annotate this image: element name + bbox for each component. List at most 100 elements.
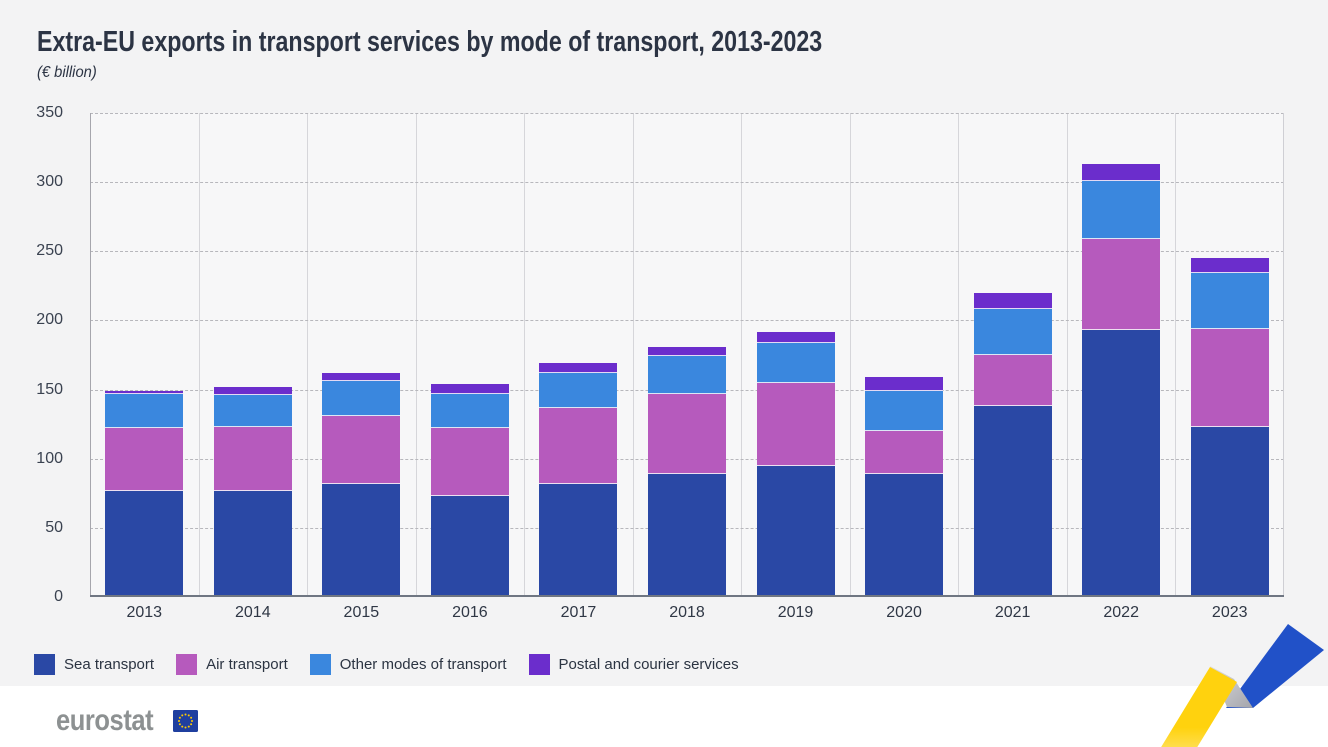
legend-item: Other modes of transport <box>309 654 507 675</box>
y-axis-labels: 0 50 100 150 200 250 300 350 <box>0 104 63 605</box>
eu-flag-star <box>184 713 187 716</box>
category-separator-line <box>524 113 526 597</box>
bar-segment <box>1190 273 1269 329</box>
eu-flag-star <box>191 720 193 722</box>
bar-2014 <box>213 113 292 597</box>
bar-segment <box>648 356 726 394</box>
bar-segment <box>756 465 835 597</box>
bar-segment <box>322 372 401 382</box>
bar-segment <box>1082 330 1161 597</box>
legend-swatch <box>34 654 55 675</box>
category-separator-line <box>849 113 851 597</box>
bar-2015 <box>322 113 401 597</box>
bar-segment <box>1082 238 1161 331</box>
legend-swatch <box>309 654 331 675</box>
eu-flag-star <box>181 714 184 717</box>
x-tick-label: 2018 <box>669 604 705 621</box>
category-separator-line <box>632 113 634 597</box>
category-separator-line <box>958 113 960 597</box>
eu-flag-field <box>173 710 198 732</box>
legend-label: Postal and courier services <box>558 656 739 673</box>
chart-title: Extra-EU exports in transport services b… <box>37 26 823 58</box>
x-tick-label: 2016 <box>452 604 488 621</box>
bar-segment <box>430 428 509 497</box>
y-tick-label: 50 <box>45 518 63 536</box>
y-tick-label: 100 <box>36 449 63 467</box>
bar-segment <box>973 309 1052 355</box>
bar-segment <box>430 496 509 597</box>
y-tick-label: 200 <box>36 311 63 329</box>
x-tick-label: 2022 <box>1103 604 1139 621</box>
footer-strip <box>0 686 1328 747</box>
category-separator-line <box>1175 113 1177 597</box>
category-separator-line <box>415 113 417 597</box>
bar-2023 <box>1190 113 1269 597</box>
gridline-350 <box>90 113 1284 114</box>
bar-segment <box>1082 180 1161 239</box>
y-tick-label: 350 <box>36 104 63 121</box>
bar-segment <box>539 373 618 408</box>
plot-right-border <box>1283 113 1284 597</box>
bar-segment <box>865 377 944 391</box>
bar-segment <box>539 363 618 373</box>
bar-segment <box>1190 258 1269 274</box>
x-tick-label: 2020 <box>886 604 922 621</box>
bar-segment <box>973 406 1052 597</box>
ribbon-blue-stripe <box>1226 624 1324 708</box>
bar-segment <box>648 346 726 357</box>
bar-segment <box>430 393 509 429</box>
legend: Sea transport Air transport Other modes of… <box>34 654 739 675</box>
category-separator-line <box>1066 113 1068 597</box>
bar-segment <box>105 390 184 394</box>
bar-segment <box>105 428 184 491</box>
bar-segment <box>1082 164 1161 181</box>
gridline-200 <box>90 320 1284 322</box>
legend-item: Sea transport <box>34 654 154 675</box>
x-axis-labels: 2013 2014 2015 2016 2017 2018 2019 2020 2021 2022… <box>90 604 1284 626</box>
category-separator-line <box>198 113 200 597</box>
bar-segment <box>1190 328 1269 427</box>
bar-2021 <box>973 113 1052 597</box>
eurostat-wordmark: eurostat <box>56 704 154 737</box>
legend-swatch <box>176 654 198 675</box>
bar-segment <box>539 407 618 484</box>
eu-flag-icon <box>173 710 198 732</box>
eu-flag-star <box>190 716 193 719</box>
eurostat-ribbon-graphic <box>1161 624 1324 747</box>
eu-flag-star <box>184 726 187 729</box>
legend-label: Air transport <box>206 656 288 673</box>
y-tick-label: 0 <box>54 588 63 605</box>
bar-segment <box>322 415 401 484</box>
bar-segment <box>213 386 292 396</box>
bar-2018 <box>648 113 726 597</box>
x-tick-label: 2015 <box>343 604 380 621</box>
y-axis-line <box>90 113 91 597</box>
eu-flag-star <box>190 723 193 726</box>
bar-segment <box>756 382 835 466</box>
bar-segment <box>430 384 509 394</box>
legend-item: Air transport <box>176 654 288 675</box>
plot-area <box>90 113 1284 597</box>
chart-subtitle: (€ billion) <box>37 64 97 81</box>
bar-2019 <box>756 113 835 597</box>
x-axis-line <box>90 595 1284 597</box>
eurostat-logo: eurostat <box>56 704 170 738</box>
legend-label: Other modes of transport <box>339 656 507 673</box>
bar-segment <box>756 331 835 343</box>
bar-segment <box>539 483 618 597</box>
gridline-250 <box>90 251 1284 253</box>
bar-segment <box>648 473 726 597</box>
bar-segment <box>213 490 292 597</box>
bar-segment <box>973 355 1052 407</box>
bar-segment <box>865 431 944 474</box>
eu-flag-star <box>178 716 181 719</box>
bar-segment <box>213 395 292 427</box>
bar-segment <box>973 292 1052 310</box>
category-separator-line <box>741 113 743 597</box>
bar-2013 <box>105 113 184 597</box>
legend-label: Sea transport <box>64 656 155 673</box>
x-tick-label: 2014 <box>235 604 271 621</box>
legend-item: Postal and courier services <box>528 654 739 675</box>
ribbon-yellow-stripe <box>1161 667 1237 747</box>
bar-2017 <box>539 113 618 597</box>
